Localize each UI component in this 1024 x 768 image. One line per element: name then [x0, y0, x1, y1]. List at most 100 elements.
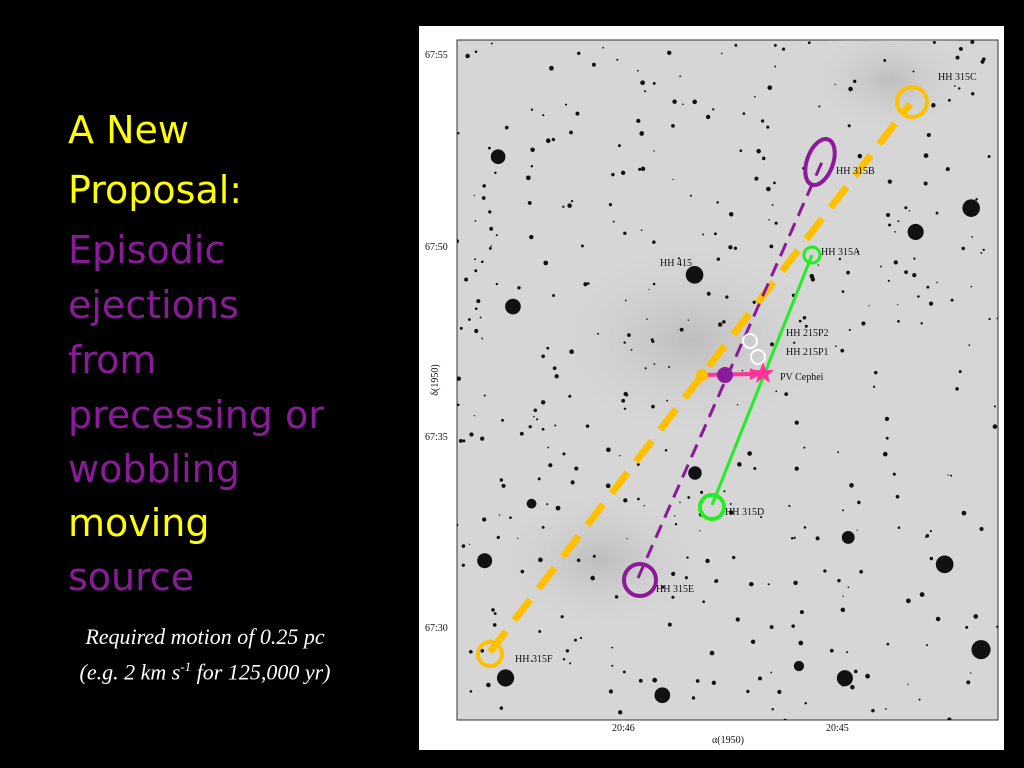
star: [482, 184, 486, 188]
star: [469, 543, 471, 546]
object-label: HH 415: [660, 258, 692, 269]
star: [643, 505, 646, 507]
star: [469, 650, 473, 654]
star: [799, 610, 804, 615]
star: [807, 41, 811, 45]
star: [474, 328, 479, 334]
star: [481, 196, 486, 200]
star: [949, 474, 953, 477]
star: [653, 150, 655, 152]
star: [784, 392, 789, 396]
star: [842, 509, 844, 512]
star: [917, 295, 920, 298]
star: [517, 286, 521, 290]
star: [621, 398, 626, 403]
star: [501, 418, 504, 422]
star: [975, 198, 978, 201]
star: [711, 680, 717, 685]
star: [516, 537, 519, 540]
star: [981, 57, 986, 62]
star: [640, 229, 643, 232]
star: [925, 644, 928, 647]
caption: Required motion of 0.25 pc: [85, 624, 325, 649]
star: [841, 531, 855, 544]
star: [652, 240, 656, 244]
star: [705, 114, 711, 120]
star: [735, 617, 740, 622]
star: [482, 517, 487, 522]
star: [551, 137, 556, 142]
star: [602, 46, 605, 49]
star: [498, 514, 501, 516]
star: [720, 52, 723, 55]
star: [894, 230, 896, 233]
star: [897, 303, 899, 306]
star: [884, 708, 887, 710]
star: [616, 58, 619, 61]
star: [695, 679, 700, 683]
star: [537, 477, 541, 481]
star: [887, 179, 893, 184]
star: [614, 595, 619, 599]
star: [686, 556, 689, 559]
star: [996, 317, 998, 320]
star: [950, 298, 954, 302]
star: [968, 344, 971, 346]
star: [457, 376, 461, 381]
star: [908, 210, 911, 212]
star: [760, 516, 763, 519]
star: [457, 132, 460, 135]
star: [652, 81, 656, 85]
star: [574, 638, 577, 642]
star: [623, 391, 628, 397]
star: [637, 497, 640, 501]
star: [873, 370, 878, 375]
star: [793, 341, 796, 344]
star: [856, 529, 858, 531]
star: [713, 232, 717, 236]
star: [542, 114, 545, 117]
star: [840, 607, 846, 613]
body-line: precessing or: [68, 393, 324, 437]
star: [837, 451, 840, 454]
star: [574, 466, 579, 471]
star: [490, 245, 492, 247]
star: [672, 99, 677, 104]
star: [798, 640, 804, 646]
star: [554, 374, 559, 379]
star: [590, 575, 596, 581]
star: [488, 210, 492, 214]
star: [926, 132, 931, 138]
star: [804, 701, 808, 705]
star: [541, 354, 545, 359]
star: [907, 683, 909, 686]
star: [640, 80, 645, 86]
star: [767, 85, 773, 91]
star: [691, 696, 696, 700]
star: [885, 436, 889, 440]
star: [492, 623, 497, 627]
star: [461, 563, 465, 567]
star: [767, 583, 770, 586]
star: [488, 146, 491, 150]
star: [771, 707, 774, 711]
star: [722, 320, 726, 324]
star: [925, 534, 930, 538]
star: [958, 370, 962, 374]
star: [841, 290, 845, 293]
star: [570, 480, 575, 485]
caption-text: for 125,000 yr): [191, 659, 331, 685]
star: [714, 579, 717, 583]
star: [834, 83, 836, 86]
star: [768, 219, 770, 221]
star: [936, 281, 938, 284]
star: [798, 319, 802, 323]
y-axis-title: δ(1950): [430, 364, 441, 395]
star: [709, 650, 715, 656]
star: [643, 90, 647, 93]
star: [706, 291, 711, 296]
y-tick-label: 67:30: [425, 623, 448, 634]
star: [562, 205, 565, 208]
star: [476, 299, 481, 304]
star: [618, 710, 623, 715]
